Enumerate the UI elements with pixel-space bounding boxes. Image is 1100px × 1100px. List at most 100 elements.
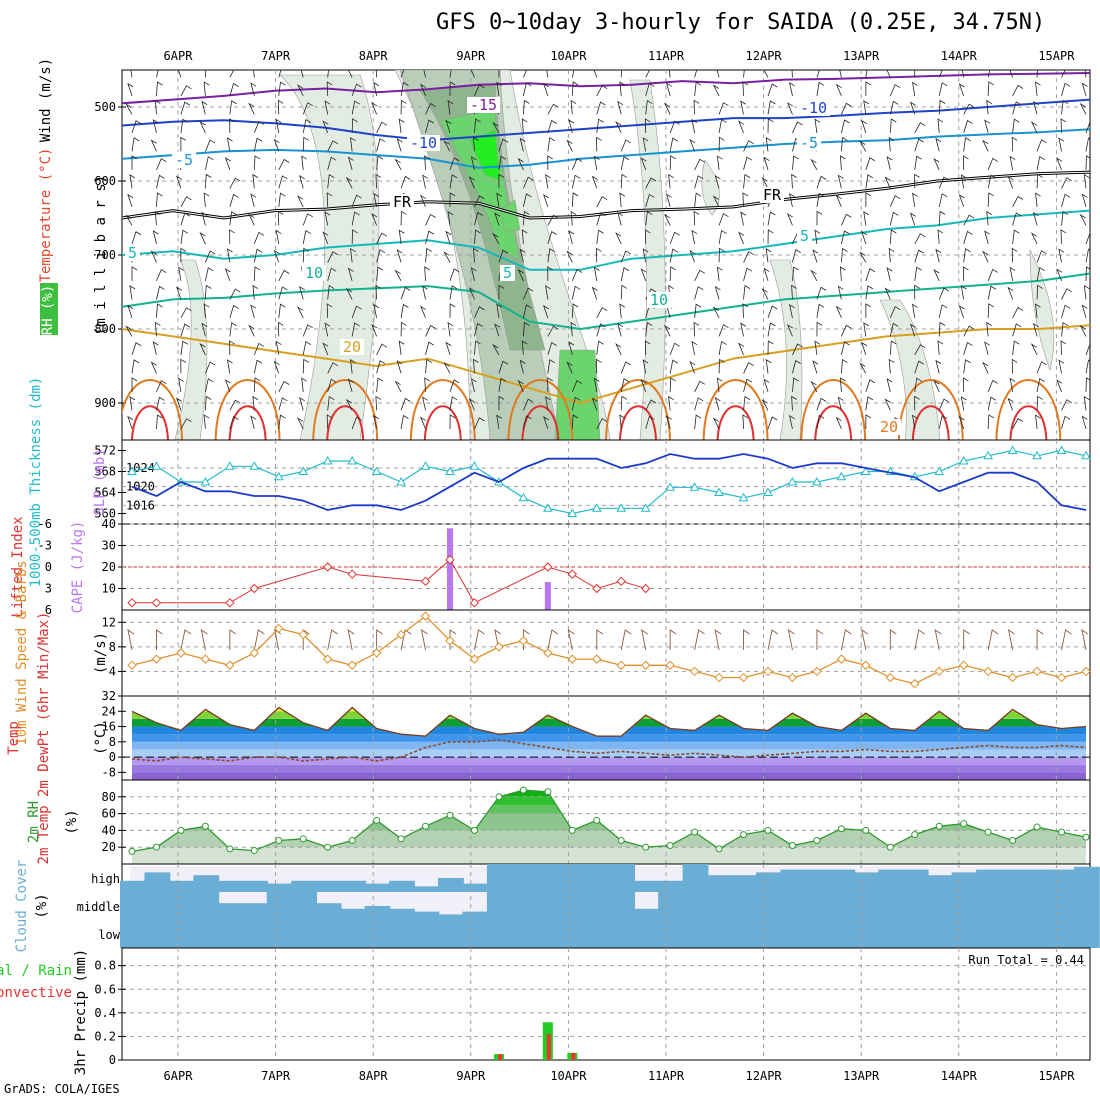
cloud-cell: [1074, 866, 1100, 892]
cloud-cell: [560, 864, 587, 892]
wind-barb: [376, 266, 384, 281]
wind-barb: [837, 174, 844, 189]
cloud-cell: [193, 920, 220, 948]
wind-barb: [425, 230, 434, 244]
wind-barb: [789, 415, 795, 429]
wind-barb: [302, 247, 309, 263]
thickness-tick-label: 572: [94, 444, 116, 458]
wind-barb: [253, 266, 261, 281]
wind-barb: [1036, 156, 1045, 170]
cloud-cell: [1074, 920, 1100, 948]
lifted-index-point: [347, 569, 357, 579]
wind-barb: [571, 379, 583, 393]
wind-barb: [517, 157, 524, 171]
rh-region: [629, 79, 666, 440]
wind-barb: [248, 102, 255, 115]
wind-barb: [615, 121, 622, 134]
cloud-cell: [756, 872, 782, 892]
wind-barb: [645, 70, 657, 78]
contour-label: -10: [410, 134, 437, 152]
wind-barb: [420, 83, 427, 97]
cloud-cell: [486, 864, 513, 892]
rh-point: [397, 835, 405, 843]
wind-barb: [351, 118, 358, 133]
wind-barb: [371, 101, 378, 115]
temp-unit-label: (°C): [93, 721, 109, 755]
wind-barb: [229, 229, 235, 244]
cloud-cell: [242, 903, 269, 920]
wind-barb: [835, 416, 842, 430]
wind-barb: [1061, 82, 1071, 97]
wind-barb: [127, 193, 134, 208]
cloud-cell: [658, 892, 684, 920]
wind-barb: [130, 70, 133, 78]
lifted-index-point: [151, 598, 162, 608]
wind-barb: [938, 415, 948, 429]
wind-barb: [694, 380, 706, 393]
wind-barb: [935, 248, 942, 263]
wind-barb: [327, 70, 329, 78]
wind-barb: [958, 83, 965, 97]
wind-barb: [156, 192, 163, 207]
wind-speed-point: [225, 660, 235, 670]
wind-barb: [547, 377, 553, 392]
cloud-cell: [756, 920, 782, 948]
cloud-cell: [633, 880, 660, 892]
bottom-day-label: 8APR: [359, 1069, 389, 1083]
temp-tick-label: -8: [102, 765, 116, 779]
thickness-point: [298, 466, 309, 475]
wind-barb: [886, 156, 893, 170]
wind-barb: [253, 120, 265, 134]
wind-barb: [273, 138, 280, 152]
wind-barb: [180, 196, 192, 208]
wind-barb: [571, 268, 583, 282]
contour-label-bg: [877, 419, 901, 435]
wind-barb: [889, 306, 901, 319]
wind-barb: [712, 417, 720, 430]
wind-barb: [253, 137, 263, 152]
wind-barb: [961, 70, 965, 78]
cloud-cell: [731, 875, 758, 892]
wind-barb: [449, 396, 458, 411]
wind-barb: [398, 118, 405, 133]
wind-axis-label: 10m Wind Speed & Barbs: [14, 560, 30, 745]
surface-wind-barb: [127, 629, 135, 651]
meteogram-title: GFS 0~10day 3-hourly for SAIDA (0.25E, 3…: [436, 10, 1046, 35]
wind-barb: [547, 214, 559, 226]
wind-barb: [1011, 136, 1018, 152]
diurnal-isotherms: [122, 379, 1062, 440]
lifted-index-point: [592, 583, 602, 594]
wind-barb: [447, 100, 454, 115]
rh-tick-label: 60: [102, 807, 116, 821]
wind-barb: [376, 249, 386, 263]
wind-barb: [224, 268, 231, 282]
cloud-cell: [756, 892, 782, 920]
temperature-band: [132, 749, 1086, 758]
thickness-point: [591, 503, 602, 512]
wind-barb: [596, 323, 606, 337]
wind-barb: [938, 176, 950, 189]
lifted-index-point: [127, 598, 137, 608]
wind-barb: [278, 158, 290, 171]
wind-speed-point: [640, 660, 651, 670]
wind-barb: [156, 174, 165, 189]
cloud-cell: [389, 880, 415, 892]
wind-barb: [376, 155, 384, 170]
wind-barb: [566, 139, 573, 152]
wind-speed-point: [1032, 666, 1042, 677]
lifted-cape-panel: -6 -3 0 3 6 10 20 30 40 Lifted Index CAPE (J/kg): [10, 516, 1091, 618]
rh-point: [984, 828, 992, 836]
wind-speed-point: [861, 660, 871, 670]
rh-point: [593, 816, 601, 824]
wind-barb: [322, 342, 329, 356]
thickness-point: [616, 503, 627, 512]
wind-barb: [522, 304, 532, 318]
wind-barb: [841, 102, 852, 115]
wind-barb: [960, 396, 967, 411]
wind-speed-point: [885, 672, 896, 683]
wind-barb: [933, 269, 940, 282]
wind-barb: [273, 249, 280, 263]
thickness-point: [518, 492, 529, 502]
isotherm-25: [995, 379, 1062, 440]
